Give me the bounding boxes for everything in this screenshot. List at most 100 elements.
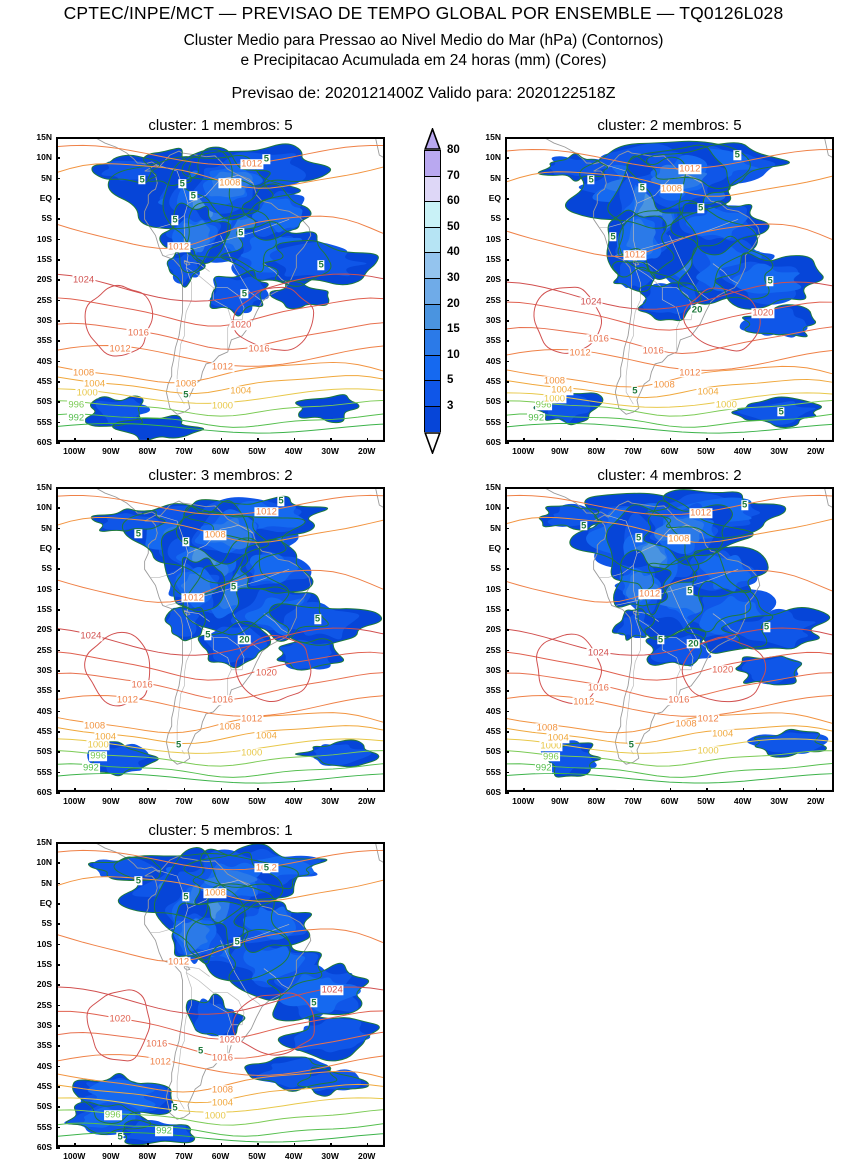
- plot-area-cluster-4: 992 996 1000 1000 1004 1004 1008 1008 1012 1012 10…: [505, 487, 834, 792]
- y-axis-tick: [56, 218, 60, 220]
- y-axis-tick-label: 5N: [490, 522, 501, 533]
- y-axis-tick: [56, 842, 60, 844]
- y-axis-tick-label: 5S: [490, 213, 501, 224]
- isobar-label: 1020: [108, 1013, 132, 1025]
- y-axis-tick: [56, 320, 60, 322]
- y-axis-tick: [505, 527, 509, 530]
- precip-contour-label: 5: [762, 621, 771, 633]
- y-axis-tick-label: 5N: [41, 522, 52, 533]
- isobar-label: 992: [155, 1125, 173, 1137]
- y-axis-tick-label: 25S: [36, 644, 52, 655]
- y-axis-tick-label: 60S: [36, 1142, 52, 1152]
- isobar-label: 1016: [210, 1052, 235, 1064]
- y-axis-tick-label: 35S: [485, 685, 501, 696]
- precip-contour-label: 5: [262, 153, 271, 165]
- isobar-label: 1016: [586, 682, 610, 694]
- colorbar-segment: [424, 150, 441, 176]
- y-axis-tick: [505, 751, 509, 753]
- x-axis-tick-label: 100W: [63, 1151, 86, 1161]
- isobar-label: 1012: [678, 366, 702, 378]
- panel-title-cluster-1: cluster: 1 membros: 5: [148, 117, 293, 134]
- y-axis-tick-label: 35S: [36, 1040, 52, 1051]
- x-axis-tick: [330, 788, 332, 792]
- y-axis-tick-label: 10S: [36, 938, 52, 949]
- isobar-label: 1000: [696, 745, 720, 757]
- y-axis-tick: [505, 442, 509, 444]
- y-axis-tick-label: 10N: [36, 857, 52, 868]
- y-axis-tick-label: 10S: [36, 583, 52, 594]
- colorbar-low-extend: [424, 431, 441, 455]
- isobar-label: 1012: [254, 505, 278, 517]
- x-axis-tick: [366, 438, 369, 442]
- x-axis-tick-label: 80W: [587, 796, 606, 806]
- isobar-label: 1008: [674, 718, 698, 730]
- x-axis-tick: [330, 438, 332, 442]
- precip-contour-label: 5: [182, 389, 190, 401]
- x-axis-tick-label: 40W: [284, 1151, 303, 1161]
- colorbar-segment: [424, 278, 441, 304]
- plot-area-cluster-3: 992 996 1000 1000 1004 1004 1008 1008 1012 1012 10…: [56, 487, 385, 792]
- isobar-label: 1008: [667, 533, 691, 545]
- x-axis-tick: [366, 1143, 369, 1147]
- x-axis-tick: [632, 788, 635, 792]
- y-axis-tick-label: 20S: [36, 979, 52, 990]
- x-axis-tick-label: 30W: [321, 446, 339, 456]
- chart-subtitle-2: e Precipitacao Acumulada em 24 horas (mm…: [240, 52, 607, 69]
- isobar-label: 992: [534, 762, 553, 774]
- isobar-label: 1012: [210, 361, 235, 373]
- isobar-label: 1012: [568, 347, 592, 359]
- precip-contour-label: 5: [313, 613, 322, 625]
- isobar-label: 1000: [542, 393, 567, 405]
- y-axis-tick-label: EQ: [488, 193, 501, 203]
- y-axis-tick-label: 60S: [36, 437, 52, 447]
- y-axis-tick: [505, 360, 509, 363]
- isobar-label: 1012: [167, 955, 191, 967]
- precip-contour-label: 5: [277, 495, 285, 507]
- isobar-label: 1000: [210, 400, 235, 412]
- isobar-label: 1020: [751, 307, 775, 319]
- y-axis-tick: [505, 609, 509, 611]
- y-axis-tick-label: 50S: [485, 746, 501, 757]
- precip-contour-label: 5: [631, 385, 639, 397]
- y-axis-tick-label: 5N: [41, 877, 52, 888]
- y-axis-tick: [56, 629, 60, 631]
- isobar-label: 1008: [210, 1083, 235, 1095]
- y-axis-tick-label: 15S: [36, 254, 52, 264]
- y-axis-tick-label: 5S: [41, 563, 52, 574]
- x-axis-tick: [632, 438, 635, 442]
- plot-area-cluster-2: 992 996 1000 1000 1004 1004 1008 1008 1012 1012 10…: [505, 137, 834, 442]
- y-axis-tick-label: 20S: [36, 274, 52, 285]
- precip-contour-label: 5: [609, 230, 617, 242]
- y-axis-tick: [56, 882, 60, 885]
- x-axis-tick-label: 30W: [321, 1151, 339, 1161]
- y-axis-tick-label: 40S: [485, 355, 501, 366]
- isobar-label: 1004: [93, 730, 118, 742]
- map-panel-cluster-3: cluster: 3 membros: 2 992 996 1000 1000 1004 1…: [6, 467, 395, 812]
- x-axis-tick-label: 60W: [211, 1151, 230, 1161]
- x-axis-tick-label: 80W: [138, 446, 157, 456]
- isobar-contours: [507, 494, 832, 784]
- x-axis-tick-label: 70W: [624, 796, 642, 806]
- precip-contour-label: 5: [178, 177, 186, 189]
- y-axis-tick-label: EQ: [488, 543, 501, 553]
- y-axis-tick: [505, 507, 509, 509]
- precip-contour-label: 5: [134, 527, 143, 539]
- x-axis-tick-label: 60W: [211, 796, 230, 806]
- y-axis-tick-label: 5S: [41, 918, 52, 929]
- y-axis-tick: [56, 690, 60, 692]
- precip-contour-label: 5: [204, 629, 212, 641]
- precip-contour-label: 5: [134, 874, 143, 886]
- y-axis-tick-label: 15N: [36, 482, 52, 492]
- y-axis-tick-label: 35S: [36, 685, 52, 696]
- isobar-label: 1004: [550, 384, 574, 396]
- y-axis-tick: [56, 731, 60, 733]
- y-axis-tick-label: 40S: [36, 705, 52, 716]
- plot-area-cluster-5: 992 996 1000 1004 1008 1012 1016 1016 1020 1020 10…: [56, 842, 385, 1147]
- precip-contour-lines: [65, 844, 380, 1145]
- precip-contour-label: 5: [686, 584, 694, 596]
- isobar-label: 1008: [203, 529, 227, 541]
- y-axis-tick: [56, 751, 60, 753]
- isobar-label: 1012: [623, 249, 647, 261]
- y-axis-tick-label: 20S: [485, 624, 501, 635]
- x-axis-tick: [147, 788, 149, 792]
